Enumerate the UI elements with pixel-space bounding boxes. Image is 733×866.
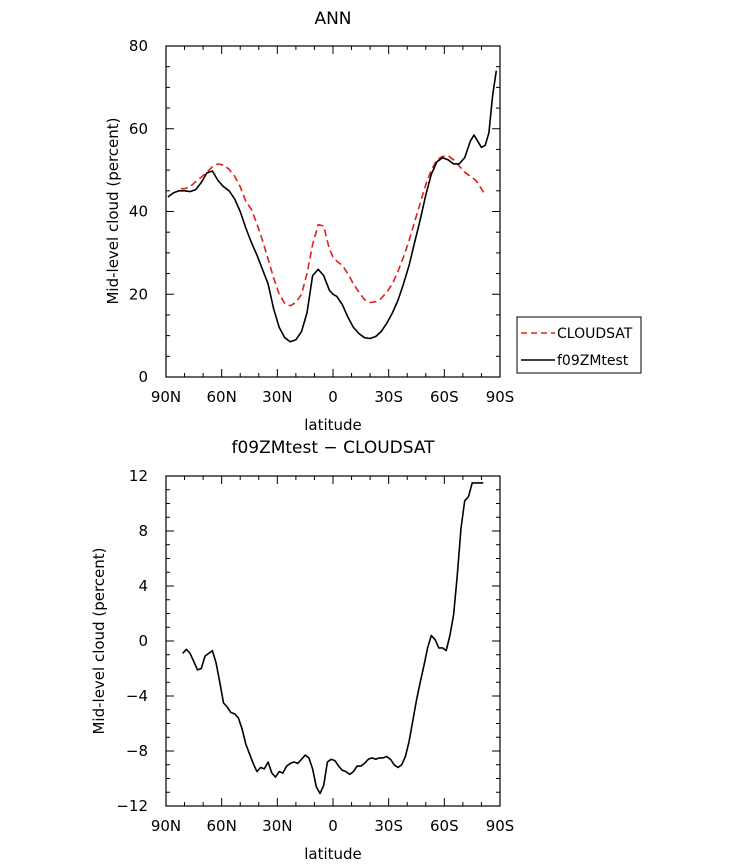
y-tick-label: 8 [138,522,148,540]
x-tick-label: 0 [328,388,338,406]
bottom-x-axis-label: latitude [304,845,362,863]
bottom-y-axis-label: Mid-level cloud (percent) [90,547,108,734]
legend-label-cloudsat: CLOUDSAT [557,326,633,342]
panel-bottom: f09ZMtest − CLOUDSAT −12 −8 −4 0 4 8 12 90N 60N… [90,438,514,863]
x-tick-label: 0 [328,817,338,835]
y-tick-label: −12 [116,797,148,815]
x-tick-label: 60N [207,817,237,835]
top-chart-title: ANN [314,9,351,29]
y-tick-label: −4 [126,687,148,705]
series-line-f09zmtest [167,70,498,343]
x-tick-label: 90N [151,817,181,835]
y-tick-label: 80 [129,37,148,55]
top-plot-frame [165,45,501,378]
top-y-axis-label: Mid-level cloud (percent) [104,117,122,304]
difference-line [182,482,484,795]
x-tick-label: 30S [374,388,403,406]
bottom-x-ticks: 90N 60N 30N 0 30S 60S 90S [151,476,514,835]
series-line-cloudsat [180,154,486,307]
y-tick-label: 20 [129,285,148,303]
x-tick-label: 60S [430,388,459,406]
bottom-plot-frame [165,475,501,807]
x-tick-label: 30N [262,817,292,835]
x-tick-label: 30S [374,817,403,835]
x-tick-label: 90N [151,388,181,406]
x-tick-label: 90S [486,817,515,835]
panel-top: ANN 0 20 40 60 80 90N 60N 30N 0 30S 60S 90S latitu… [104,9,642,434]
top-y-ticks: 0 20 40 60 80 [129,37,500,386]
legend-frame [516,316,642,374]
x-tick-label: 30N [262,388,292,406]
legend: CLOUDSAT f09ZMtest [516,316,642,374]
y-tick-label: −8 [126,742,148,760]
top-x-axis-label: latitude [304,416,362,434]
x-tick-label: 60S [430,817,459,835]
y-tick-label: 0 [138,368,148,386]
bottom-y-ticks: −12 −8 −4 0 4 8 12 [116,467,500,815]
bottom-series [182,482,484,795]
top-x-ticks: 90N 60N 30N 0 30S 60S 90S [151,46,514,406]
bottom-chart-title: f09ZMtest − CLOUDSAT [231,438,435,458]
top-series [167,70,498,343]
y-tick-label: 60 [129,120,148,138]
y-tick-label: 40 [129,203,148,221]
y-tick-label: 4 [138,577,148,595]
y-tick-label: 12 [129,467,148,485]
legend-label-f09zmtest: f09ZMtest [557,353,629,369]
y-tick-label: 0 [138,632,148,650]
x-tick-label: 90S [486,388,515,406]
x-tick-label: 60N [207,388,237,406]
